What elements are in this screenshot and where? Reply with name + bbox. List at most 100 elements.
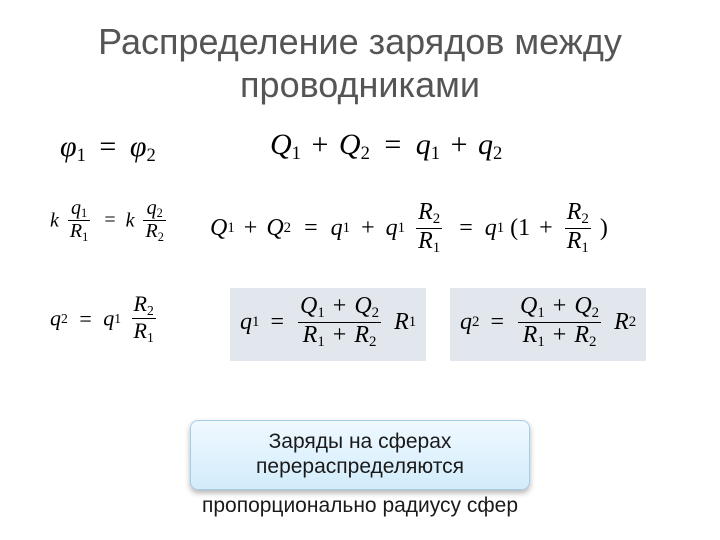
sym: q [331, 215, 343, 241]
sub: 1 [581, 240, 588, 256]
sym: R [574, 322, 589, 348]
sub: 2 [472, 314, 479, 330]
equals: = [99, 209, 120, 231]
sym: R [145, 220, 157, 242]
sub: 1 [114, 311, 121, 326]
sym: q [485, 215, 497, 241]
sym: q [103, 306, 114, 331]
sym: Q [574, 293, 591, 319]
phi-1: φ [60, 130, 77, 163]
sym: q [147, 197, 157, 219]
sub: 2 [284, 220, 291, 236]
eq-charge-conservation: Q1 + Q2 = q1 + q2 [270, 128, 502, 165]
plus: + [241, 215, 261, 241]
sub: 2 [581, 211, 588, 227]
frac-sol2: Q1 + Q2 R1 + R2 [518, 294, 601, 351]
sub: 2 [629, 314, 636, 330]
k: k [126, 209, 135, 231]
close-paren: ) [600, 215, 608, 241]
equals: = [93, 130, 122, 163]
sub: 1 [81, 206, 87, 220]
sub: 1 [227, 220, 234, 236]
sym: R [303, 322, 318, 348]
sym: Q [270, 128, 292, 161]
callout: Заряды на сферах перераспределяются проп… [130, 420, 590, 520]
equals: = [377, 128, 408, 161]
equals: = [265, 309, 289, 335]
plus: + [448, 128, 471, 161]
sub: 2 [157, 206, 163, 220]
frac-q1-R1: q1 R1 [68, 198, 90, 244]
plus: + [356, 215, 380, 241]
eq-k-fractions: k q1 R1 = k q2 R2 [50, 198, 170, 244]
eq-q2-from-q1: q2 = q1 R2 R1 [50, 292, 161, 345]
sub: 2 [361, 143, 370, 164]
equals: = [453, 215, 479, 241]
sym: Q [210, 215, 227, 241]
sub: 1 [343, 220, 350, 236]
frac-sol1: Q1 + Q2 R1 + R2 [298, 294, 381, 351]
sym: Q [354, 293, 371, 319]
sub: 2 [147, 303, 154, 318]
sym: q [71, 197, 81, 219]
sub: 1 [409, 314, 416, 330]
sub: 1 [537, 334, 544, 350]
sub: 2 [372, 305, 379, 321]
callout-line1: Заряды на сферах [205, 429, 515, 454]
sym: R [134, 318, 147, 343]
equals: = [485, 309, 509, 335]
callout-line2: перераспределяются [205, 454, 515, 479]
sym: Q [520, 293, 537, 319]
sub: 2 [369, 334, 376, 350]
frac-R2-R1-b: R2 R1 [565, 200, 591, 257]
sym: q [416, 128, 431, 161]
sub: 2 [61, 311, 68, 326]
sym: q [478, 128, 493, 161]
phi-2: φ [130, 130, 147, 163]
sym: R [567, 199, 582, 225]
plus: + [551, 293, 569, 319]
eq-solution-q2: q2 = Q1 + Q2 R1 + R2 R2 [450, 288, 646, 361]
plus: + [331, 322, 349, 348]
sub: 1 [147, 330, 154, 345]
sym: Q [339, 128, 361, 161]
sub: 1 [317, 305, 324, 321]
sub: 2 [589, 334, 596, 350]
sub: 2 [433, 211, 440, 227]
plus: + [536, 215, 556, 241]
sub: 2 [592, 305, 599, 321]
sym: R [523, 322, 538, 348]
callout-box: Заряды на сферах перераспределяются [190, 420, 530, 490]
sub: 2 [146, 145, 155, 166]
sym: R [567, 228, 582, 254]
sym: R [390, 309, 409, 335]
sym: R [134, 291, 147, 316]
slide-title: Распределение зарядов между проводниками [0, 20, 720, 106]
sub: 1 [537, 305, 544, 321]
equals: = [73, 306, 97, 331]
sym: q [386, 215, 398, 241]
callout-line3: пропорционально радиусу сфер [130, 492, 590, 519]
slide: Распределение зарядов между проводниками… [0, 0, 720, 540]
sub: 2 [493, 143, 502, 164]
sub: 1 [398, 220, 405, 236]
open-paren: (1 [510, 215, 530, 241]
sym: Q [266, 215, 283, 241]
sub: 1 [433, 240, 440, 256]
sym: q [240, 309, 252, 335]
eq-expansion: Q1 + Q2 = q1 + q1 R2 R1 = q1 (1 + R2 R1 … [210, 200, 608, 257]
sym: q [460, 309, 472, 335]
frac-R2-R1-a: R2 R1 [416, 200, 442, 257]
sub: 1 [77, 145, 86, 166]
sym: R [418, 228, 433, 254]
k: k [50, 209, 59, 231]
sub: 2 [158, 230, 164, 244]
plus: + [331, 293, 349, 319]
frac-q2-R2: q2 R2 [143, 198, 165, 244]
sym: R [354, 322, 369, 348]
sub: 1 [82, 230, 88, 244]
sym: q [50, 306, 61, 331]
sub: 1 [497, 220, 504, 236]
sym: Q [300, 293, 317, 319]
frac-R2-R1-c: R2 R1 [132, 292, 156, 345]
